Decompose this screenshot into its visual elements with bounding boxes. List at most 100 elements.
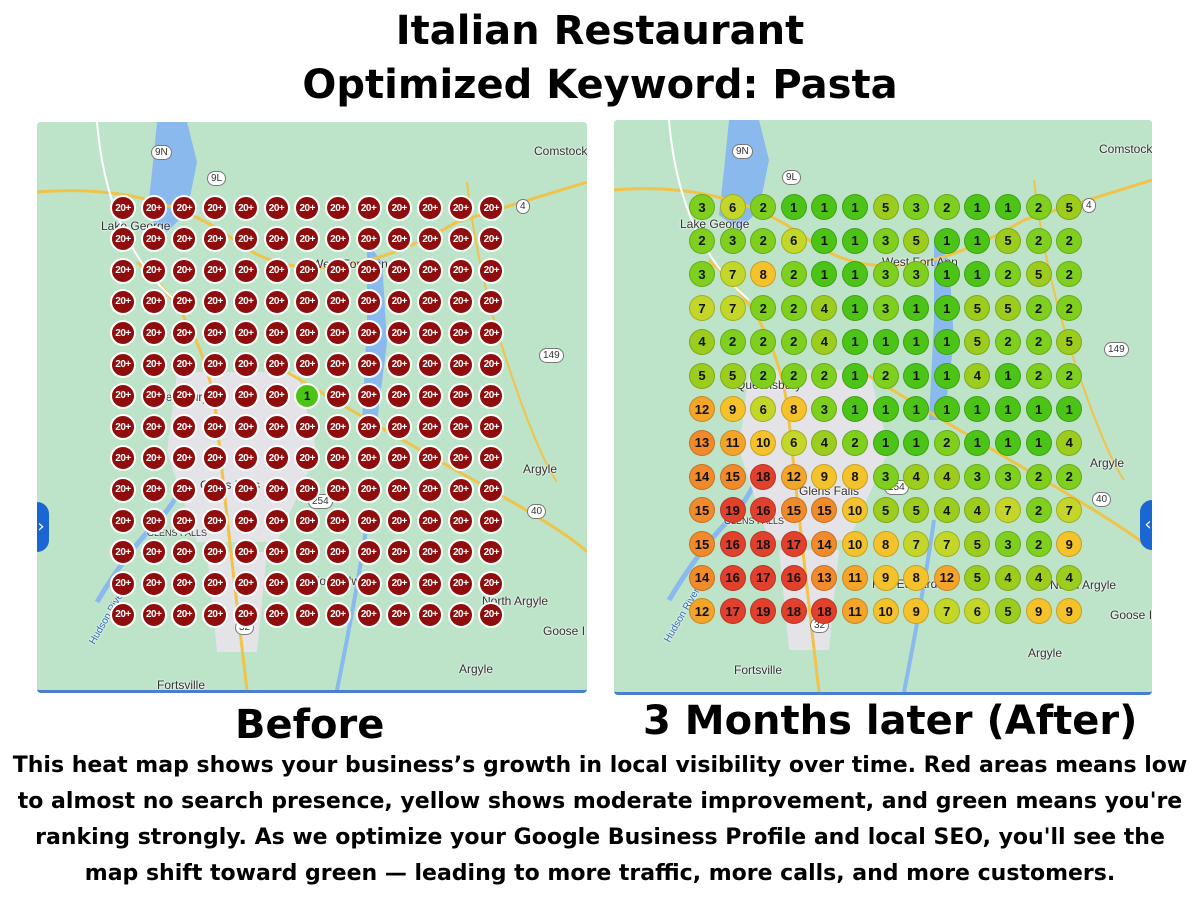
rank-pin[interactable]: 20+ bbox=[110, 257, 136, 284]
rank-pin[interactable]: 20+ bbox=[478, 601, 505, 628]
rank-pin[interactable]: 20+ bbox=[294, 508, 321, 534]
rank-pin[interactable]: 20+ bbox=[478, 570, 505, 597]
rank-pin[interactable]: 20+ bbox=[171, 539, 198, 566]
rank-pin[interactable]: 7 bbox=[689, 295, 715, 322]
rank-pin[interactable]: 20+ bbox=[171, 414, 198, 441]
rank-pin[interactable]: 20+ bbox=[232, 445, 259, 472]
rank-pin[interactable]: 9 bbox=[719, 396, 746, 423]
rank-pin[interactable]: 20+ bbox=[263, 226, 290, 253]
rank-pin[interactable]: 2 bbox=[1025, 463, 1052, 490]
rank-pin[interactable]: 14 bbox=[689, 463, 715, 490]
rank-pin[interactable]: 3 bbox=[872, 463, 899, 490]
rank-pin[interactable]: 20+ bbox=[263, 382, 290, 409]
rank-pin[interactable]: 20+ bbox=[386, 320, 413, 347]
rank-pin[interactable]: 20+ bbox=[478, 445, 505, 472]
rank-pin[interactable]: 20+ bbox=[324, 288, 351, 315]
rank-pin[interactable]: 18 bbox=[750, 463, 777, 490]
rank-pin[interactable]: 20+ bbox=[202, 508, 229, 534]
rank-pin[interactable]: 2 bbox=[842, 429, 868, 456]
rank-pin[interactable]: 20+ bbox=[417, 508, 443, 534]
rank-pin[interactable]: 11 bbox=[719, 429, 746, 456]
rank-pin[interactable]: 20+ bbox=[232, 351, 259, 378]
rank-pin[interactable]: 1 bbox=[1025, 429, 1052, 456]
rank-pin[interactable]: 12 bbox=[780, 463, 807, 490]
rank-pin[interactable]: 7 bbox=[719, 295, 746, 322]
rank-pin[interactable]: 12 bbox=[689, 598, 715, 625]
rank-pin[interactable]: 10 bbox=[842, 497, 868, 524]
rank-pin[interactable]: 1 bbox=[842, 328, 868, 355]
rank-pin[interactable]: 20+ bbox=[202, 320, 229, 347]
rank-pin[interactable]: 2 bbox=[933, 429, 960, 456]
rank-pin[interactable]: 4 bbox=[1056, 429, 1083, 456]
rank-pin[interactable]: 4 bbox=[1056, 564, 1083, 591]
rank-pin[interactable]: 20+ bbox=[202, 445, 229, 472]
rank-pin[interactable]: 1 bbox=[842, 261, 868, 288]
rank-pin[interactable]: 3 bbox=[995, 531, 1021, 557]
rank-pin[interactable]: 16 bbox=[719, 531, 746, 557]
rank-pin[interactable]: 20+ bbox=[355, 601, 382, 628]
rank-pin[interactable]: 20+ bbox=[447, 257, 474, 284]
rank-pin[interactable]: 20+ bbox=[417, 320, 443, 347]
rank-pin[interactable]: 20+ bbox=[263, 414, 290, 441]
rank-pin[interactable]: 20+ bbox=[386, 508, 413, 534]
rank-pin[interactable]: 20+ bbox=[386, 351, 413, 378]
rank-pin[interactable]: 20+ bbox=[140, 288, 167, 315]
rank-pin[interactable]: 20+ bbox=[202, 257, 229, 284]
rank-pin[interactable]: 20+ bbox=[232, 414, 259, 441]
rank-pin[interactable]: 5 bbox=[995, 227, 1021, 254]
rank-pin[interactable]: 16 bbox=[780, 564, 807, 591]
rank-pin[interactable]: 20+ bbox=[324, 570, 351, 597]
rank-pin[interactable]: 2 bbox=[750, 362, 777, 389]
rank-pin[interactable]: 20+ bbox=[263, 195, 290, 221]
rank-pin[interactable]: 20+ bbox=[355, 351, 382, 378]
rank-pin[interactable]: 16 bbox=[719, 564, 746, 591]
rank-pin[interactable]: 1 bbox=[811, 227, 838, 254]
rank-pin[interactable]: 20+ bbox=[386, 570, 413, 597]
rank-pin[interactable]: 8 bbox=[872, 531, 899, 557]
rank-pin[interactable]: 1 bbox=[903, 295, 930, 322]
rank-pin[interactable]: 20+ bbox=[263, 539, 290, 566]
rank-pin[interactable]: 2 bbox=[750, 227, 777, 254]
rank-pin[interactable]: 5 bbox=[903, 227, 930, 254]
rank-pin[interactable]: 1 bbox=[872, 429, 899, 456]
rank-pin[interactable]: 13 bbox=[811, 564, 838, 591]
rank-pin[interactable]: 20+ bbox=[294, 288, 321, 315]
rank-pin[interactable]: 2 bbox=[872, 362, 899, 389]
rank-pin[interactable]: 20+ bbox=[324, 320, 351, 347]
rank-pin[interactable]: 20+ bbox=[140, 445, 167, 472]
rank-pin[interactable]: 20+ bbox=[140, 195, 167, 221]
rank-pin[interactable]: 20+ bbox=[447, 508, 474, 534]
rank-pin[interactable]: 20+ bbox=[171, 351, 198, 378]
rank-pin[interactable]: 5 bbox=[964, 295, 991, 322]
rank-pin[interactable]: 2 bbox=[780, 328, 807, 355]
rank-pin[interactable]: 20+ bbox=[478, 257, 505, 284]
rank-pin[interactable]: 2 bbox=[1056, 463, 1083, 490]
rank-pin[interactable]: 20+ bbox=[263, 476, 290, 503]
rank-pin[interactable]: 20+ bbox=[324, 257, 351, 284]
rank-pin[interactable]: 9 bbox=[811, 463, 838, 490]
rank-pin[interactable]: 20+ bbox=[232, 226, 259, 253]
rank-pin[interactable]: 20+ bbox=[263, 570, 290, 597]
rank-pin[interactable]: 7 bbox=[719, 261, 746, 288]
rank-pin[interactable]: 4 bbox=[1025, 564, 1052, 591]
rank-pin[interactable]: 6 bbox=[719, 194, 746, 220]
rank-pin[interactable]: 2 bbox=[750, 328, 777, 355]
rank-pin[interactable]: 1 bbox=[842, 396, 868, 423]
rank-pin[interactable]: 20+ bbox=[294, 320, 321, 347]
rank-pin[interactable]: 9 bbox=[1056, 531, 1083, 557]
rank-pin[interactable]: 3 bbox=[872, 295, 899, 322]
rank-pin[interactable]: 1 bbox=[964, 194, 991, 220]
rank-pin[interactable]: 4 bbox=[995, 564, 1021, 591]
rank-pin[interactable]: 20+ bbox=[202, 476, 229, 503]
rank-pin[interactable]: 15 bbox=[780, 497, 807, 524]
rank-pin[interactable]: 20+ bbox=[478, 195, 505, 221]
rank-pin[interactable]: 1 bbox=[933, 295, 960, 322]
rank-pin[interactable]: 1 bbox=[903, 328, 930, 355]
rank-pin[interactable]: 20+ bbox=[478, 539, 505, 566]
rank-pin[interactable]: 2 bbox=[719, 328, 746, 355]
rank-pin[interactable]: 3 bbox=[689, 261, 715, 288]
rank-pin[interactable]: 16 bbox=[750, 497, 777, 524]
rank-pin[interactable]: 2 bbox=[1025, 362, 1052, 389]
rank-pin[interactable]: 20+ bbox=[447, 351, 474, 378]
rank-pin[interactable]: 20+ bbox=[202, 195, 229, 221]
